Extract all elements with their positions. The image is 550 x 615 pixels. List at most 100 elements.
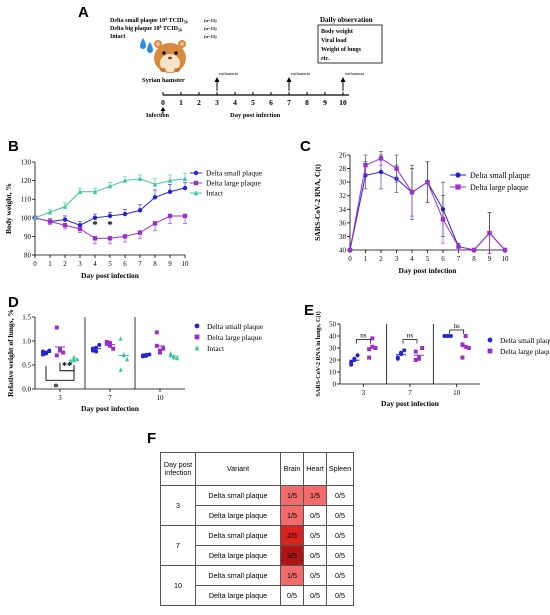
legend-marker <box>193 170 199 176</box>
data-point <box>92 215 98 220</box>
cell-spleen: 0/5 <box>326 505 354 526</box>
legend-marker <box>487 337 493 343</box>
euthanasia-arrowhead <box>286 77 292 82</box>
data-point <box>466 346 471 350</box>
panel-label-f: F <box>147 430 157 447</box>
group-n-small: (n=15) <box>204 18 217 23</box>
data-point <box>121 352 126 358</box>
data-point <box>108 340 112 345</box>
data-point <box>442 334 447 338</box>
y-tick-label: 28 <box>339 165 347 173</box>
cell-heart: 0/5 <box>303 545 327 566</box>
series-triangle <box>68 336 180 372</box>
panel-label-b: B <box>8 138 19 155</box>
legend-label: Intact <box>207 344 225 353</box>
x-tick-label: 7 <box>108 394 112 402</box>
euthanasia-arrowhead <box>214 77 220 82</box>
animal-label: Syrian hamster <box>142 77 185 84</box>
legend-marker <box>194 334 200 340</box>
timeline-xlabel: Day post infection <box>230 112 281 119</box>
series-circle <box>349 334 453 367</box>
legend-marker <box>455 172 461 178</box>
data-point <box>92 189 98 194</box>
cell-spleen: 0/5 <box>326 545 354 566</box>
daily-observation-box: Daily observation Body weight Viral load… <box>317 16 383 64</box>
x-tick-label: 9 <box>168 260 172 268</box>
data-point <box>347 247 353 253</box>
daily-item-3: etc. <box>321 56 330 62</box>
cell-heart: 0/5 <box>303 565 327 586</box>
y-tick-label: 40 <box>329 333 337 341</box>
data-point <box>440 217 446 222</box>
data-point <box>373 346 378 350</box>
panel-b-chart: 80 90 100 110 120 130 0 1 2 3 4 5 6 7 8 9 10 Day post inf… <box>4 159 263 281</box>
data-point <box>152 195 158 200</box>
data-point <box>104 341 109 346</box>
table-header-row: Day post infection Variant Brain Heart S… <box>160 452 354 486</box>
data-point <box>62 223 68 228</box>
cell-brain: 1/5 <box>280 505 304 526</box>
x-tick-label: 3 <box>58 394 62 402</box>
data-point <box>416 355 421 360</box>
data-point <box>394 166 399 171</box>
x-tick-label: 7 <box>457 255 461 263</box>
legend-label: Delta small plaque <box>207 322 264 331</box>
daily-title: Daily observation <box>320 16 373 24</box>
x-tick-label: 9 <box>488 255 492 263</box>
data-point <box>47 219 53 224</box>
data-point <box>161 346 166 351</box>
data-point <box>62 203 68 209</box>
x-tick-label: 2 <box>379 255 383 263</box>
data-point <box>122 177 128 183</box>
x-tick-label: 7 <box>408 389 412 397</box>
significance-bracket <box>59 362 75 372</box>
col-header-heart: Heart <box>303 452 327 486</box>
data-point <box>463 334 468 338</box>
group-n-intact: (n=15) <box>204 34 217 39</box>
cell-variant: Delta large plaque <box>195 505 281 526</box>
data-point <box>71 357 76 363</box>
cell-variant: Delta small plaque <box>195 525 281 546</box>
data-point <box>167 177 173 183</box>
y-axis-label: Body weight, % <box>4 183 13 234</box>
col-header-spleen: Spleen <box>326 452 354 486</box>
col-header-variant: Variant <box>195 452 281 486</box>
cell-brain: 2/5 <box>280 525 304 546</box>
legend-marker <box>487 348 493 354</box>
data-point <box>107 236 113 241</box>
x-tick-label: 10 <box>453 389 461 397</box>
data-point <box>463 344 468 349</box>
cell-brain: 0/5 <box>280 585 304 606</box>
data-point <box>90 346 95 351</box>
euthanasia-arrowhead <box>340 77 346 82</box>
x-tick-label: 10 <box>157 394 165 402</box>
data-point <box>175 355 180 361</box>
data-point <box>445 334 450 338</box>
cell-spleen: 0/5 <box>326 525 354 546</box>
y-tick-label: 130 <box>21 159 32 167</box>
legend-label: Delta large plaque <box>500 347 550 356</box>
data-point <box>62 217 68 222</box>
data-point <box>167 213 173 219</box>
data-point <box>425 179 430 185</box>
legend-label: Delta small plaque <box>470 171 530 180</box>
data-point <box>502 247 508 253</box>
timeline-tick-label: 4 <box>233 98 237 107</box>
y-tick-label: 36 <box>339 219 347 227</box>
data-point <box>144 353 149 358</box>
data-point <box>118 367 123 372</box>
y-tick-label: 20 <box>329 357 337 365</box>
cell-variant: Delta large plaque <box>195 585 281 606</box>
infection-arrowhead <box>160 107 166 111</box>
timeline-tick-label: 7 <box>287 98 291 107</box>
legend-marker <box>455 184 461 190</box>
series-triangle <box>32 172 188 220</box>
timeline-tick-label: 6 <box>269 98 273 107</box>
data-point <box>137 230 143 235</box>
y-tick-label: 90 <box>24 233 32 241</box>
data-point <box>378 169 384 175</box>
data-point <box>152 221 158 226</box>
data-point <box>122 211 128 217</box>
euthanasia-label: euthanasia <box>345 71 364 76</box>
x-tick-label: 3 <box>395 255 399 263</box>
